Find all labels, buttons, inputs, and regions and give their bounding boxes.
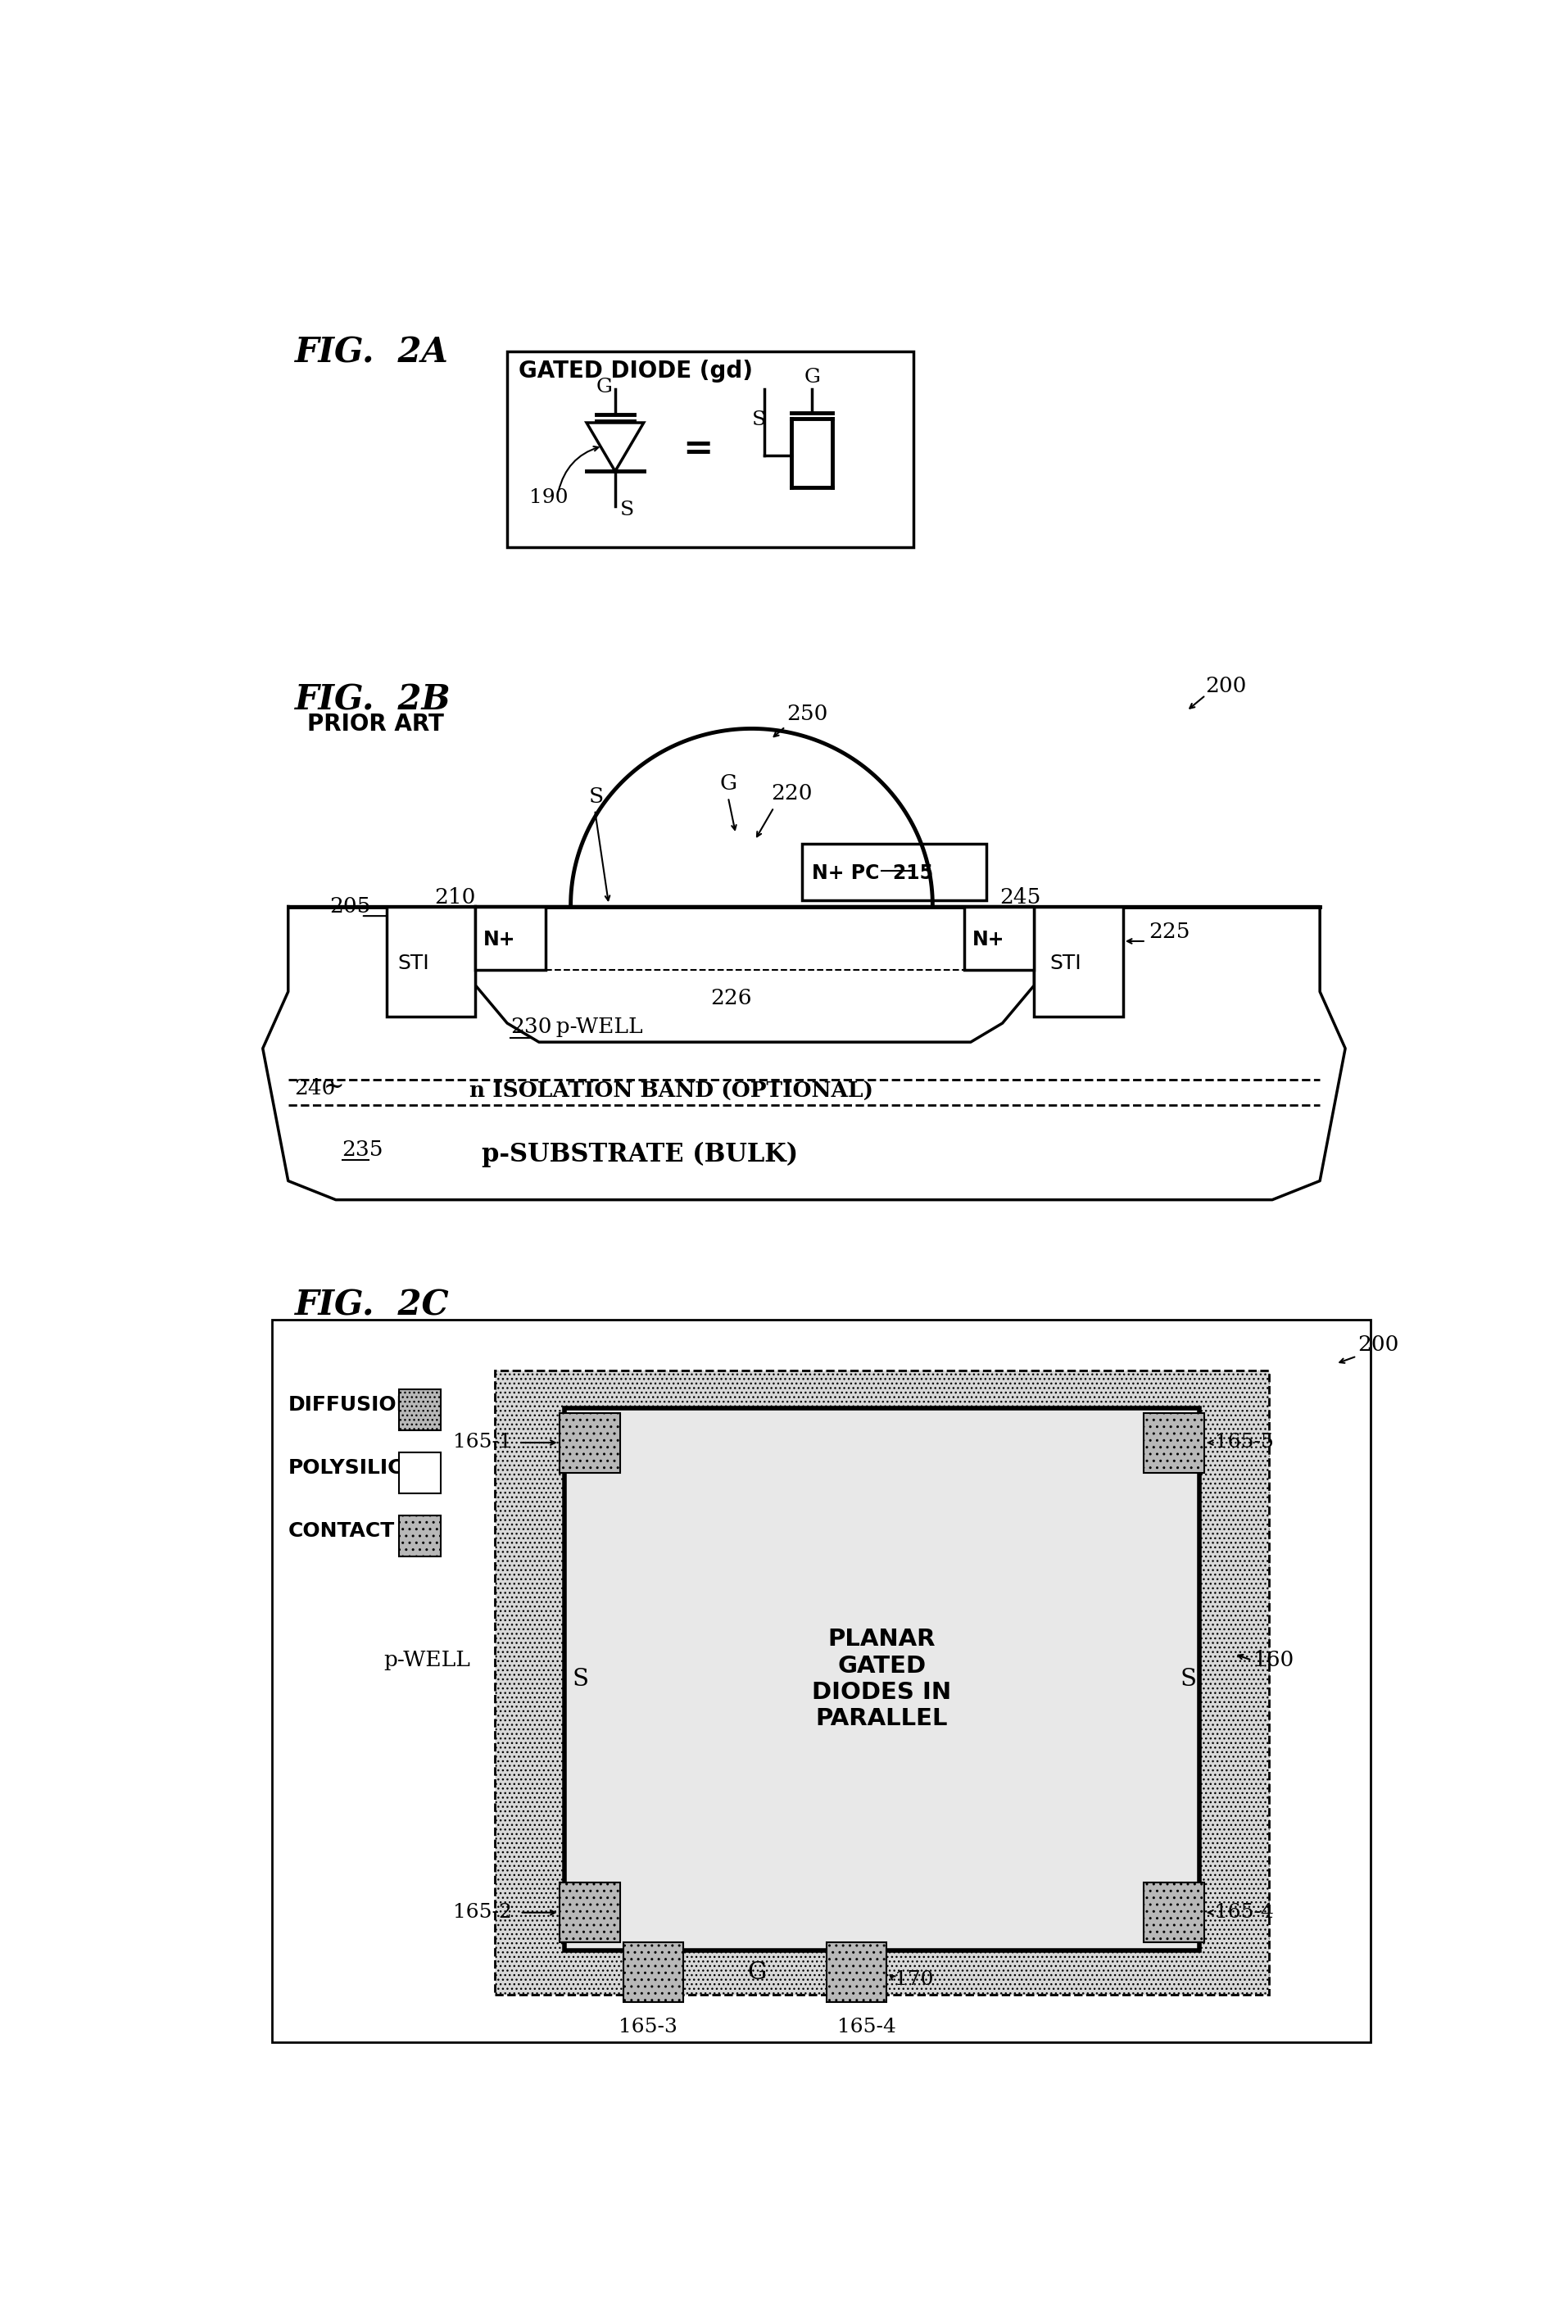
Text: 225: 225 — [1148, 923, 1189, 941]
Text: S: S — [751, 411, 765, 430]
Bar — [506, 351, 913, 546]
Text: GATED DIODE (gd): GATED DIODE (gd) — [519, 360, 753, 383]
Text: =: = — [682, 432, 712, 467]
Text: 235: 235 — [342, 1139, 383, 1160]
Bar — [560, 1882, 619, 1943]
Text: 200: 200 — [1204, 676, 1247, 697]
Text: 165-4: 165-4 — [837, 2017, 895, 2036]
Bar — [1033, 906, 1123, 1018]
Text: 165-5: 165-5 — [1215, 1434, 1273, 1452]
Text: S: S — [588, 786, 604, 806]
Bar — [400, 1515, 441, 1557]
Text: 200: 200 — [1358, 1334, 1399, 1355]
Text: G: G — [596, 379, 612, 397]
Text: 240: 240 — [295, 1078, 336, 1099]
Text: STI: STI — [1049, 953, 1082, 974]
Text: S: S — [619, 500, 633, 521]
Text: n ISOLATION BAND (OPTIONAL): n ISOLATION BAND (OPTIONAL) — [469, 1081, 872, 1102]
Bar — [560, 1413, 619, 1473]
Text: N+: N+ — [972, 930, 1004, 951]
Text: FIG.  2B: FIG. 2B — [295, 683, 450, 718]
Text: N+: N+ — [483, 930, 516, 951]
Bar — [475, 906, 546, 969]
Text: 160: 160 — [1253, 1650, 1294, 1671]
Text: G: G — [720, 774, 737, 795]
Text: p-WELL: p-WELL — [383, 1650, 470, 1671]
Text: 230: 230 — [510, 1016, 552, 1037]
Text: N+ PC  215: N+ PC 215 — [812, 865, 933, 883]
Bar — [400, 1452, 441, 1492]
Bar — [273, 1320, 1370, 2043]
Text: FIG.  2C: FIG. 2C — [295, 1287, 448, 1322]
Text: 170: 170 — [894, 1971, 933, 1989]
Polygon shape — [586, 423, 643, 472]
Text: 165-2: 165-2 — [453, 1903, 511, 1922]
Bar — [494, 1371, 1269, 1994]
Bar — [622, 1943, 684, 2003]
Text: PRIOR ART: PRIOR ART — [307, 713, 444, 737]
Text: p-WELL: p-WELL — [543, 1016, 643, 1037]
Text: 165-1: 165-1 — [453, 1434, 511, 1452]
Polygon shape — [475, 906, 1033, 1041]
Text: CONTACT: CONTACT — [289, 1522, 395, 1541]
Text: G: G — [746, 1961, 765, 1985]
Text: 220: 220 — [770, 783, 812, 804]
Bar — [801, 844, 986, 899]
Text: 190: 190 — [528, 488, 568, 507]
Text: STI: STI — [398, 953, 430, 974]
Text: ~: ~ — [323, 1074, 343, 1099]
Bar — [400, 1390, 441, 1429]
Text: 205: 205 — [329, 897, 370, 918]
Text: DIFFUSION: DIFFUSION — [289, 1394, 414, 1415]
Bar — [964, 906, 1033, 969]
Text: 226: 226 — [710, 988, 751, 1009]
Text: POLYSILICON: POLYSILICON — [289, 1457, 437, 1478]
Text: G: G — [804, 367, 820, 388]
Bar — [826, 1943, 886, 2003]
Text: S: S — [1179, 1666, 1196, 1690]
Bar — [1143, 1882, 1203, 1943]
Text: 250: 250 — [786, 704, 828, 725]
Polygon shape — [262, 906, 1345, 1199]
Text: 165-3: 165-3 — [618, 2017, 677, 2036]
Bar — [564, 1408, 1198, 1950]
Text: 245: 245 — [999, 888, 1040, 906]
Text: PLANAR
GATED
DIODES IN
PARALLEL: PLANAR GATED DIODES IN PARALLEL — [812, 1627, 950, 1731]
Text: S: S — [572, 1666, 588, 1690]
Bar — [386, 906, 475, 1018]
Text: 165-4: 165-4 — [1215, 1903, 1273, 1922]
Bar — [1143, 1413, 1203, 1473]
Text: FIG.  2A: FIG. 2A — [295, 335, 448, 370]
Text: p-SUBSTRATE (BULK): p-SUBSTRATE (BULK) — [481, 1141, 798, 1167]
Text: 210: 210 — [434, 888, 475, 906]
